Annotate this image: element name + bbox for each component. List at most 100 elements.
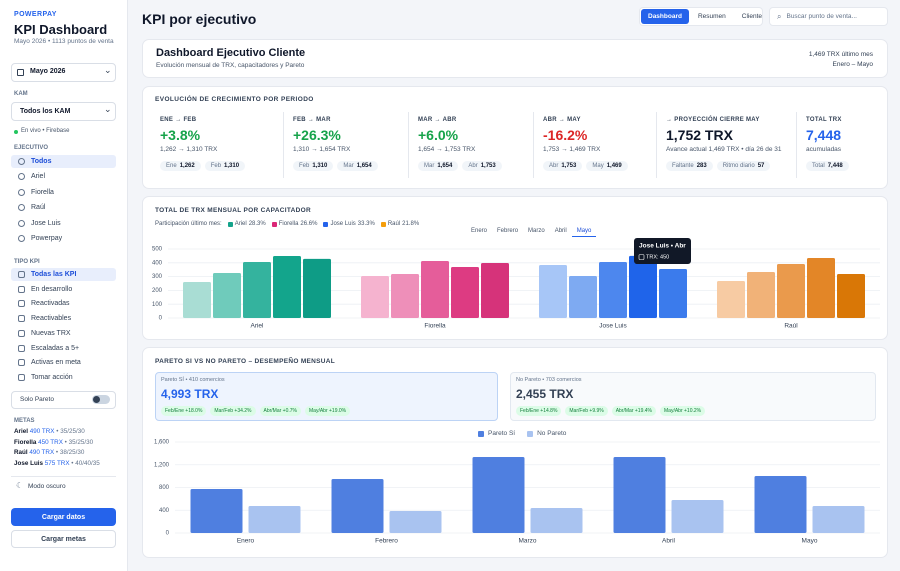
ejecutivo-item[interactable]: Powerpay	[31, 235, 63, 242]
legend-swatch	[527, 430, 534, 437]
chip: Faltante 283	[666, 161, 713, 171]
change: -16.2%	[543, 127, 588, 143]
ejecutivo-item[interactable]: Todos	[31, 158, 52, 165]
chip-label: Feb	[210, 163, 222, 169]
legend-share: 33.3%	[357, 221, 375, 227]
tipo-item[interactable]: Reactivables	[31, 315, 72, 323]
period-tab[interactable]: Febrero	[497, 228, 519, 234]
meta-name: Raúl	[14, 449, 28, 457]
chip: Feb 1,310	[293, 161, 334, 171]
chips: Mar 1,654 Abr 1,753	[418, 161, 502, 171]
change: 1,752 TRX	[666, 127, 733, 143]
summary-title: Dashboard Ejecutivo Cliente	[156, 47, 306, 59]
legend-share: 26.6%	[300, 221, 318, 227]
chip: Ene 1,262	[160, 161, 201, 171]
ejecutivo-item[interactable]: Raúl	[31, 204, 46, 212]
chip: Mar 1,654	[337, 161, 378, 171]
ejecutivo-item[interactable]: Ariel	[31, 173, 46, 181]
kpi-icon	[18, 315, 25, 323]
chip-value: 1,310	[312, 163, 328, 169]
chip-value: 1,753	[561, 163, 577, 169]
nav-highlight	[11, 268, 116, 281]
growth-chip: Feb/Ene +14.8%	[516, 406, 562, 416]
growth-title: EVOLUCIÓN DE CRECIMIENTO POR PERIODO	[155, 96, 314, 103]
period-tab[interactable]: Enero	[471, 228, 488, 234]
ejecutivo-item[interactable]: Jose Luis	[31, 219, 61, 227]
trainer-chart-card	[142, 196, 888, 340]
month-select[interactable]	[11, 63, 116, 82]
chevron: ⌄	[104, 104, 112, 114]
kam-select[interactable]	[11, 102, 116, 121]
legend-share: 28.3%	[248, 221, 266, 227]
pareto-toggle-box[interactable]	[11, 391, 116, 409]
change: 7,448	[806, 127, 842, 143]
button-label: Cargar metas	[41, 535, 86, 543]
chip-value: 7,448	[827, 163, 843, 169]
legend-title: Participación último mes:	[155, 221, 222, 227]
status-dot	[14, 130, 18, 134]
tab[interactable]: Dashboard	[641, 9, 689, 24]
chip-label: Faltante	[672, 163, 694, 169]
chip-label: Abr	[468, 163, 478, 169]
legend-item: Pareto Sí	[478, 430, 515, 437]
column-divider	[283, 112, 284, 178]
detail: 1,654 → 1,753 TRX	[418, 146, 476, 153]
chips: Faltante 283 Ritmo diario 57	[666, 161, 771, 171]
legend-swatch	[478, 430, 484, 437]
tab[interactable]: Resumen	[697, 13, 726, 20]
period-tab[interactable]: Mayo	[571, 227, 597, 237]
legend-swatch	[271, 221, 277, 227]
legend-item: Jose Luis 33.3%	[323, 221, 375, 227]
legend-swatch	[227, 221, 233, 227]
chip: May 1,469	[586, 161, 628, 171]
column-divider	[796, 112, 797, 178]
legend-name: Raúl	[387, 221, 401, 227]
chip-value: 1,654	[356, 163, 372, 169]
tipo-item[interactable]: En desarrollo	[31, 285, 73, 293]
person-icon	[18, 235, 25, 242]
period-tab[interactable]: Abril	[554, 228, 567, 234]
tipo-item[interactable]: Reactivadas	[31, 300, 70, 308]
kpi-icon	[18, 300, 25, 308]
tipo-item[interactable]: Tomar acción	[31, 373, 73, 381]
period: → PROYECCIÓN CIERRE MAY	[666, 117, 760, 123]
chips: Ene 1,262 Feb 1,310	[160, 161, 246, 171]
status: En vivo • Firebase	[21, 128, 70, 134]
meta-trx: 490 TRX	[29, 428, 55, 435]
tipo-item[interactable]: Escaladas a 5+	[31, 344, 80, 352]
meta-split: • 35/25/30	[64, 438, 94, 446]
ejecutivo-item[interactable]: Fiorella	[31, 188, 54, 196]
legend-swatch	[380, 221, 386, 227]
kam-value: Todos los KAM	[20, 108, 71, 115]
kpi-icon	[18, 373, 25, 381]
tipo-item[interactable]: Activas en meta	[31, 359, 81, 367]
meta-split: • 35/25/30	[56, 428, 85, 435]
toggle[interactable]	[92, 395, 110, 404]
chip-label: Mar	[424, 163, 435, 169]
load-goals-button[interactable]: Cargar metas	[11, 530, 116, 548]
meta-trx: 490 TRX	[29, 449, 55, 457]
panel-chips: Feb/Ene +14.8% Mar/Feb +9.9% Abr/Mar +19.4…	[516, 406, 706, 416]
period-tab[interactable]: Marzo	[528, 228, 545, 234]
legend-swatch	[323, 221, 329, 227]
meta-row: Ariel 490 TRX • 35/25/30	[14, 428, 85, 435]
tipo-item[interactable]: Nuevas TRX	[31, 329, 71, 337]
legend-name: Ariel	[234, 221, 247, 227]
toggle-knob	[93, 396, 100, 403]
chip-value: 1,654	[437, 163, 453, 169]
growth-chip: Mar/Feb +34.2%	[210, 406, 256, 416]
kam-label: KAM	[14, 91, 28, 97]
legend-item: Ariel 28.3%	[227, 221, 266, 227]
tab[interactable]: Cliente	[741, 13, 763, 20]
change: +6.0%	[418, 127, 459, 143]
person-icon	[18, 188, 25, 196]
load-data-button[interactable]: Cargar datos	[11, 508, 116, 526]
kpi-icon	[18, 344, 25, 352]
chip-value: 1,469	[606, 163, 622, 169]
tipo-item[interactable]: Todas las KPI	[31, 271, 77, 278]
dark-mode[interactable]: Modo oscuro	[28, 483, 66, 490]
growth-chip: Abr/Mar +19.4%	[611, 406, 656, 416]
growth-chip: May/Abr +10.2%	[660, 406, 706, 416]
nav-highlight	[11, 155, 116, 168]
search[interactable]: ⌕ Buscar punto de venta...	[769, 7, 888, 26]
